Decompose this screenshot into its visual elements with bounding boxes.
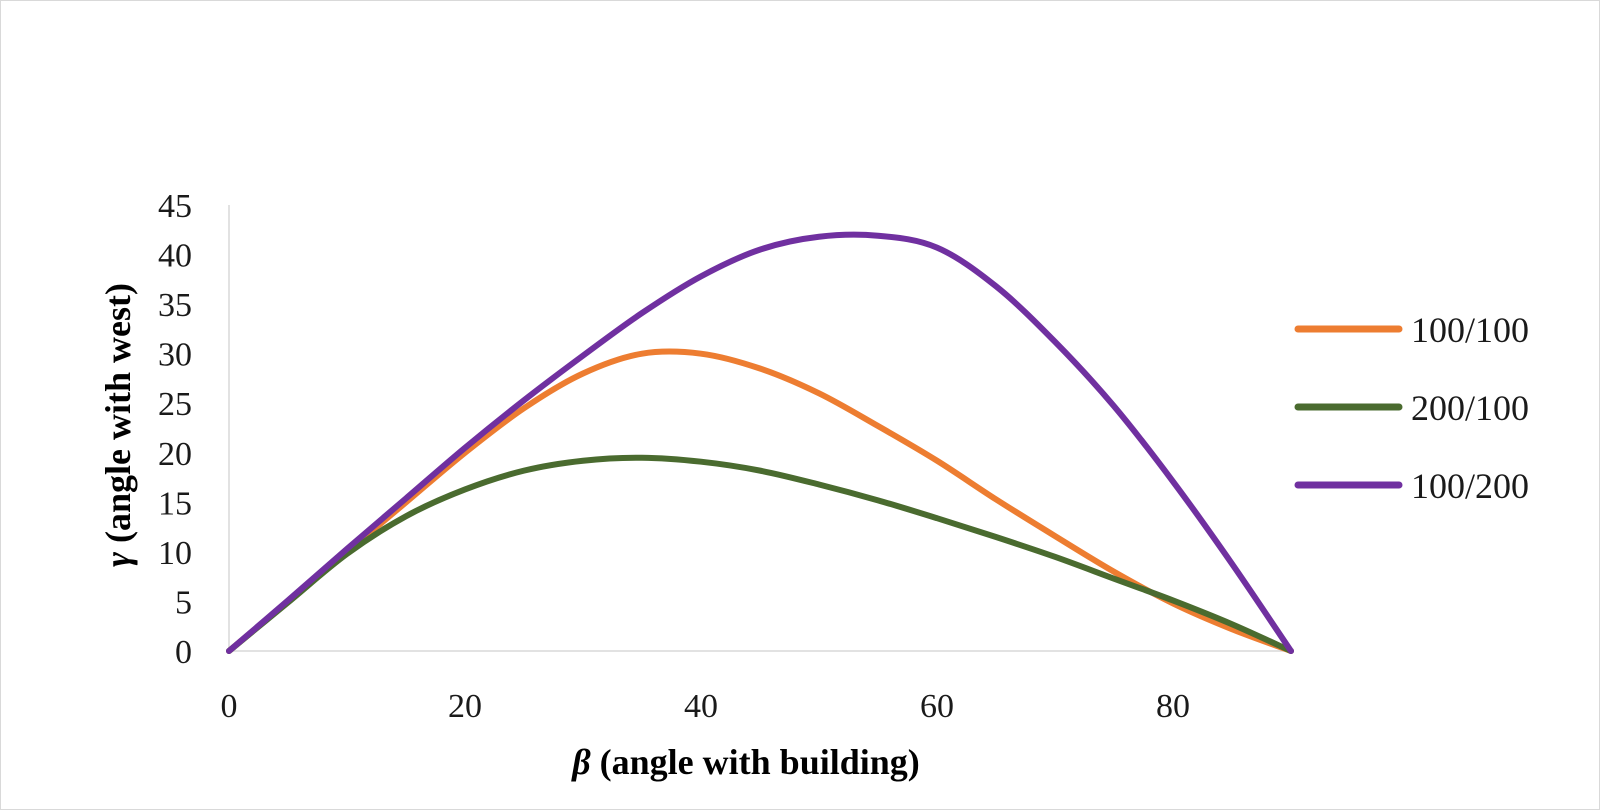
legend-label: 100/100 xyxy=(1411,310,1529,350)
x-tick-label: 0 xyxy=(221,688,238,725)
y-axis-title-text: (angle with west) xyxy=(98,283,138,552)
x-tick-label: 60 xyxy=(920,688,954,725)
y-tick-label: 40 xyxy=(158,238,192,275)
y-tick-label: 10 xyxy=(158,535,192,572)
legend-item: 100/100 xyxy=(1294,310,1529,350)
x-axis-symbol: β xyxy=(570,742,591,782)
y-tick-label: 15 xyxy=(158,485,192,522)
x-axis-title: β (angle with building) xyxy=(570,742,920,782)
x-axis-title-text: (angle with building) xyxy=(591,742,920,782)
y-tick-label: 20 xyxy=(158,436,192,473)
y-axis-symbol: γ xyxy=(98,552,138,567)
y-tick-label: 5 xyxy=(175,584,192,621)
svg-text:β (angle with building): β (angle with building) xyxy=(570,742,920,782)
y-tick-label: 45 xyxy=(158,188,192,225)
legend-label: 100/200 xyxy=(1411,466,1529,506)
y-tick-label: 0 xyxy=(175,634,192,671)
legend-item: 100/200 xyxy=(1294,466,1529,506)
svg-text:γ (angle with west): γ (angle with west) xyxy=(98,283,138,567)
x-tick-label: 40 xyxy=(684,688,718,725)
legend-label: 200/100 xyxy=(1411,388,1529,428)
y-tick-label: 35 xyxy=(158,287,192,324)
series-line-100-200 xyxy=(226,231,1294,654)
y-tick-label: 30 xyxy=(158,337,192,374)
y-tick-label: 25 xyxy=(158,386,192,423)
series-line-200-100 xyxy=(226,454,1294,654)
x-tick-label: 80 xyxy=(1156,688,1190,725)
series-line-100-100 xyxy=(226,348,1294,654)
x-tick-label: 20 xyxy=(448,688,482,725)
y-axis-title: γ (angle with west) xyxy=(98,283,138,567)
legend-item: 200/100 xyxy=(1294,388,1529,428)
